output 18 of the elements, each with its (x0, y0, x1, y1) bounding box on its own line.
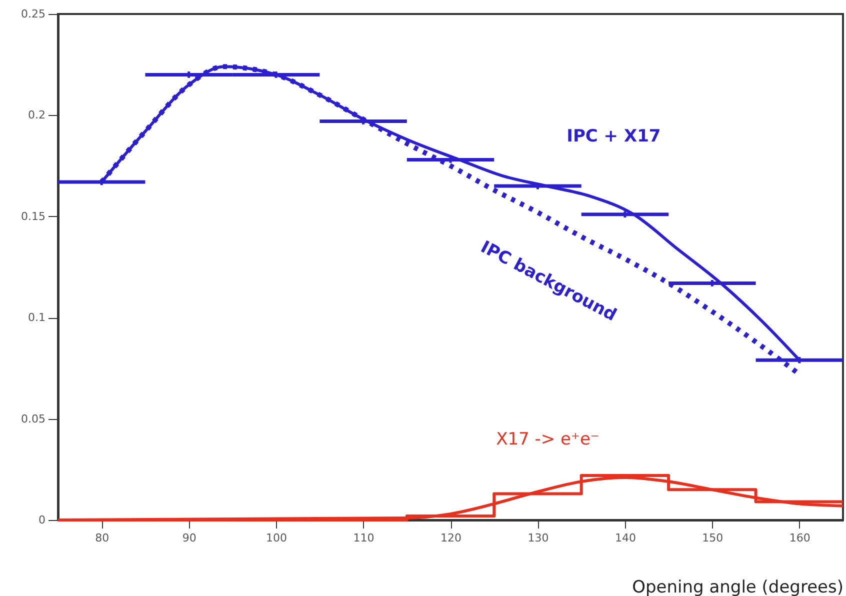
x-tick-label: 130 (528, 532, 549, 544)
y-tick-label: 0.1 (28, 311, 46, 324)
x-tick-label: 150 (702, 532, 724, 544)
y-tick-label: 0.15 (21, 210, 46, 223)
x-tick-label: 160 (789, 532, 810, 544)
x-tick-label: 120 (440, 532, 462, 544)
series-label: X17 -> e⁺e⁻ (496, 430, 600, 450)
x-tick-label: 90 (182, 532, 196, 544)
x-tick-label: 80 (95, 532, 110, 544)
x-tick-label: 110 (353, 532, 374, 544)
y-tick-label: 0.2 (28, 108, 46, 122)
x-tick-label: 140 (614, 532, 636, 544)
text: IPC + X17 (566, 126, 661, 146)
x-tick-label: 100 (266, 532, 288, 544)
y-tick-label: 0 (38, 514, 46, 526)
y-tick-label: 0.25 (21, 8, 46, 20)
y-tick-label: 0.05 (21, 412, 46, 426)
x-axis-title: Opening angle (degrees) (632, 578, 844, 596)
